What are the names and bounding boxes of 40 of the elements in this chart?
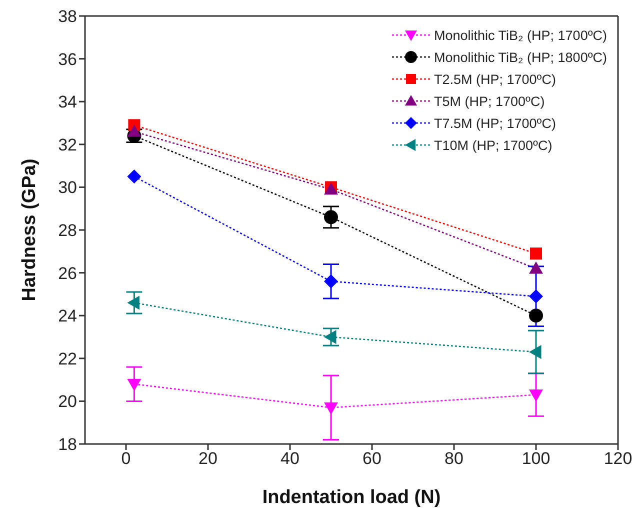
point — [324, 330, 336, 344]
x-tick-label: 120 — [604, 449, 632, 468]
x-tick-label: 0 — [121, 449, 131, 468]
y-axis-title: Hardness (GPa) — [19, 158, 40, 302]
point — [529, 289, 543, 304]
point — [530, 248, 542, 260]
point — [324, 210, 338, 224]
y-tick-label: 30 — [58, 178, 77, 198]
point — [127, 124, 142, 137]
y-tick-label: 24 — [58, 306, 77, 326]
point — [127, 170, 142, 184]
y-tick-label: 22 — [58, 349, 77, 368]
point — [529, 308, 543, 323]
legend-label: Monolithic TiB₂ (HP; 1800ºC) — [434, 50, 607, 64]
y-tick-label: 18 — [58, 435, 77, 454]
point — [529, 390, 543, 402]
point — [324, 274, 338, 288]
point — [127, 378, 142, 392]
point — [529, 262, 543, 274]
y-tick-label: 36 — [58, 50, 77, 69]
x-tick-label: 60 — [362, 449, 382, 468]
y-tick-label: 38 — [58, 7, 77, 26]
point — [324, 402, 338, 415]
y-tick-label: 26 — [58, 264, 77, 283]
point — [127, 296, 140, 310]
x-axis-title: Indentation load (N) — [262, 487, 441, 508]
legend-label: Monolithic TiB₂ (HP; 1700ºC) — [434, 28, 607, 42]
point — [529, 344, 542, 359]
y-tick-label: 34 — [58, 92, 77, 112]
x-tick-label: 20 — [198, 449, 218, 468]
x-tick-label: 80 — [444, 449, 464, 468]
legend-label: T5M (HP; 1700ºC) — [434, 94, 545, 108]
legend-label: T2.5M (HP; 1700ºC) — [434, 72, 556, 86]
legend-label: T10M (HP; 1700ºC) — [434, 138, 552, 152]
x-tick-label: 40 — [280, 449, 300, 468]
legend-label: T7.5M (HP; 1700ºC) — [434, 116, 556, 130]
y-tick-label: 20 — [58, 392, 77, 412]
y-tick-label: 28 — [58, 221, 77, 240]
y-tick-label: 32 — [58, 135, 77, 154]
x-tick-label: 100 — [522, 449, 550, 468]
